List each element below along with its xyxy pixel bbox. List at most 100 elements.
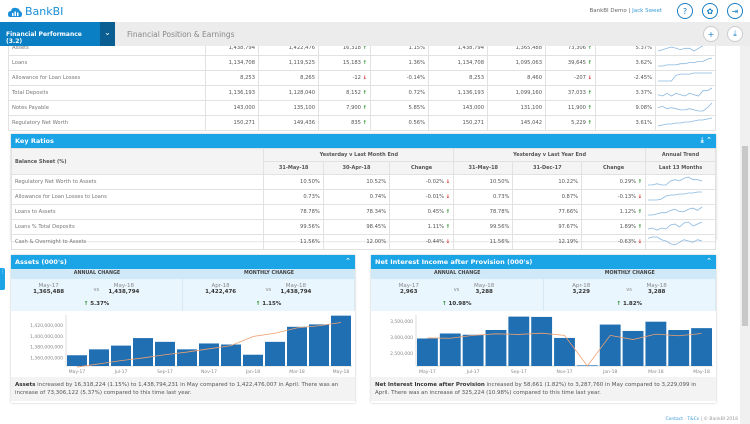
- cell-value: 143,000: [233, 105, 255, 111]
- from-label: May-17: [398, 283, 419, 289]
- arrow-down-icon: ↓: [362, 75, 367, 81]
- arrow-down-icon: ↓: [637, 194, 643, 200]
- help-icon[interactable]: ?: [677, 3, 693, 19]
- cell-value: 97.67%: [558, 224, 579, 230]
- panel-header: Assets (000's) ⌃: [11, 255, 355, 269]
- download-icon[interactable]: ⤓: [727, 26, 743, 42]
- cell-value: -0.13%: [617, 194, 637, 200]
- settings-icon[interactable]: ✿: [702, 3, 718, 19]
- from-value: 3,229: [572, 289, 590, 295]
- arrow-up-icon: ↑: [637, 209, 643, 215]
- table-row: Regulatory Net Worth 150,271 149,436 835 ↑ 0…: [8, 115, 716, 131]
- download-icon[interactable]: ⤓ ⌃: [700, 136, 712, 144]
- cell: 1,136,193: [205, 85, 259, 101]
- cell: 99.56%: [263, 219, 324, 235]
- cell: 78.78%: [263, 204, 324, 220]
- to-value: 1,438,794: [108, 289, 140, 295]
- collapse-icon[interactable]: ⌃: [345, 257, 351, 265]
- side-menu-handle[interactable]: ⋮: [0, 268, 5, 290]
- cell-value: 8,253: [240, 75, 255, 81]
- cell-value: 8,253: [469, 75, 484, 81]
- arrow-up-icon: ↑: [616, 301, 622, 307]
- cell: 0.87%: [512, 189, 583, 205]
- cell-value: 15,183: [342, 60, 361, 66]
- cell-value: 10.50%: [300, 179, 320, 185]
- scrollbar-thumb[interactable]: [742, 146, 748, 326]
- cell: 1,438,794: [205, 46, 259, 56]
- cell: -2.45%: [595, 70, 656, 86]
- annual-change: May-17 2,963 vs May-18 3,288 ↑ 10.98%: [371, 279, 544, 311]
- cell-value: 135,100: [293, 105, 315, 111]
- x-tick-label: May-18: [693, 369, 710, 375]
- cell: 1.12% ↑: [581, 204, 647, 220]
- cell: 1,438,794: [428, 46, 488, 56]
- assets-panel: Assets (000's) ⌃ ANNUAL CHANGE May-17 1,36…: [11, 255, 355, 403]
- cell-value: 10.52%: [366, 179, 387, 185]
- arrow-up-icon: ↑: [362, 60, 367, 66]
- cell: 8,152 ↑: [318, 85, 371, 101]
- y-tick-label: 1,380,000,000: [30, 345, 63, 351]
- logo[interactable]: BankBI: [8, 5, 63, 18]
- scrollbar[interactable]: [740, 46, 750, 424]
- sub-header: Last 13 Months: [645, 161, 716, 175]
- cell-value: 150,271: [233, 120, 255, 126]
- to: May-18 1,438,794: [99, 283, 149, 295]
- cell: 0.74%: [322, 189, 391, 205]
- panel-title: Assets (000's): [15, 258, 67, 266]
- cell-value: 1,099,160: [515, 90, 542, 96]
- cell: 0.73%: [453, 189, 514, 205]
- contact-link[interactable]: Contact: [665, 417, 684, 422]
- to-value: 1,438,794: [280, 289, 312, 295]
- row-label: Loans: [8, 55, 206, 71]
- cell-value: 37,033: [567, 90, 586, 96]
- logout-icon[interactable]: ⇥: [727, 3, 743, 19]
- arrow-down-icon: ↓: [445, 179, 451, 185]
- cell-value: -0.01%: [425, 194, 445, 200]
- arrow-up-icon: ↑: [587, 90, 592, 96]
- cell-value: 1,438,794: [228, 46, 255, 51]
- cell: 0.72%: [370, 85, 429, 101]
- cell: 5,229 ↑: [545, 115, 596, 131]
- bar: [439, 333, 461, 366]
- bar: [243, 354, 263, 366]
- financial-position-table: Assets 1,438,794 1,422,476 16,318 ↑ 1.15% 1,4…: [8, 46, 716, 131]
- chevron-down-icon[interactable]: ⌄: [100, 22, 115, 46]
- cell: 0.45% ↑: [389, 204, 455, 220]
- from-label: Apr-18: [211, 283, 230, 289]
- pct-value: 1.15%: [262, 301, 282, 307]
- to-value: 3,288: [647, 289, 666, 295]
- monthly-label: MONTHLY CHANGE: [183, 269, 355, 279]
- annual-label: ANNUAL CHANGE: [11, 269, 183, 279]
- cell: 10.22%: [512, 174, 583, 190]
- trend-cell: [645, 204, 716, 220]
- y-tick-label: 1,400,000,000: [30, 334, 63, 340]
- trend-line: [76, 322, 342, 368]
- x-tick-label: Nov-17: [201, 369, 217, 375]
- cell: 145,042: [487, 115, 546, 131]
- terms-link[interactable]: T&Cs: [687, 417, 700, 422]
- to-value: 3,288: [475, 289, 493, 295]
- cell: 11,900 ↑: [545, 100, 596, 116]
- add-icon[interactable]: +: [703, 26, 719, 42]
- user-link[interactable]: Jack Sweet: [632, 8, 662, 14]
- row-label: Regulatory Net Worth: [8, 115, 206, 131]
- collapse-icon[interactable]: ⌃: [706, 257, 712, 265]
- sub-header: Change: [581, 161, 647, 175]
- cell-value: -2.45%: [633, 75, 652, 81]
- cell-value: 78.78%: [489, 209, 510, 215]
- from: Apr-18 3,229: [556, 283, 606, 295]
- pct-change: ↑ 1.82%: [544, 301, 716, 307]
- cell: 8,460: [487, 70, 546, 86]
- tab-financial-performance[interactable]: Financial Performance (3.2): [0, 22, 100, 46]
- table-row: Allowance for Loan Losses 8,253 8,265 -12 ↓…: [8, 70, 716, 86]
- table-row: Assets 1,438,794 1,422,476 16,318 ↑ 1.15% 1,4…: [8, 46, 716, 56]
- trend-cell: [645, 189, 716, 205]
- cell: 7,900 ↑: [318, 100, 371, 116]
- cell: 9.08%: [595, 100, 656, 116]
- cell-value: -0.14%: [406, 75, 425, 81]
- cell-value: 8,152: [346, 90, 361, 96]
- cell: 1.36%: [370, 55, 429, 71]
- sparkline: [647, 236, 703, 246]
- arrow-up-icon: ↑: [587, 120, 592, 126]
- table-row: Regulatory Net Worth to Assets 10.50% 10.5…: [10, 174, 716, 190]
